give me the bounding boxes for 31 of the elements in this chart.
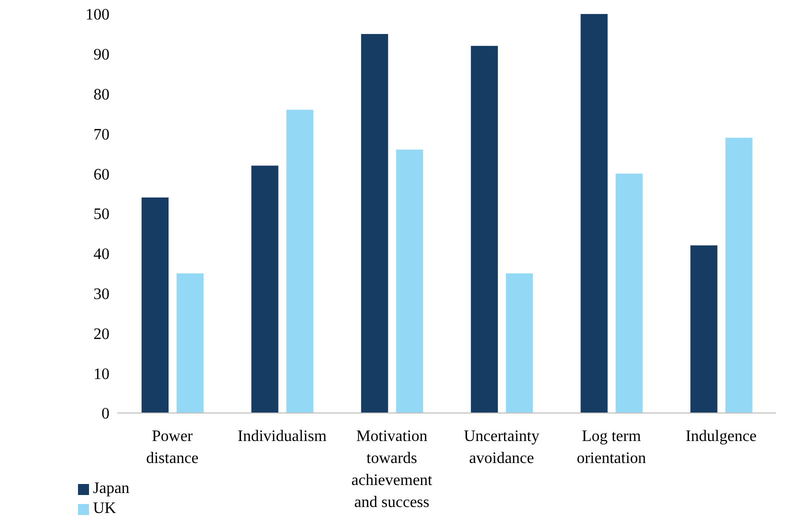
bar <box>725 138 752 413</box>
bar <box>396 150 424 413</box>
x-tick-label: Motivation towards achievement and success <box>351 428 433 511</box>
y-tick-label: 20 <box>93 326 110 343</box>
bar <box>690 245 718 413</box>
legend-label: Japan <box>93 480 130 497</box>
bar <box>176 273 204 413</box>
bar <box>286 110 314 413</box>
bar <box>470 46 498 413</box>
legend-label: UK <box>93 500 116 517</box>
bar <box>251 166 278 413</box>
x-tick-label: Log term orientation <box>576 428 646 467</box>
y-tick-label: 80 <box>93 86 110 104</box>
bar <box>616 174 643 413</box>
y-tick-label: 100 <box>85 6 110 24</box>
x-tick-label: Indulgence <box>686 428 757 445</box>
y-tick-label: 10 <box>93 366 110 383</box>
y-tick-label: 0 <box>101 406 110 423</box>
bar <box>142 198 169 413</box>
y-tick-label: 30 <box>93 286 110 303</box>
y-tick-label: 60 <box>93 166 110 184</box>
y-tick-label: 70 <box>93 126 110 144</box>
x-tick-label: Uncertainty avoidance <box>464 428 540 467</box>
x-tick-label: Power distance <box>146 428 199 467</box>
y-tick-label: 90 <box>93 46 110 64</box>
y-tick-label: 50 <box>93 206 110 224</box>
bar <box>506 273 533 413</box>
x-tick-label: Individualism <box>238 428 328 445</box>
bar <box>361 34 388 413</box>
y-tick-label: 40 <box>93 246 110 264</box>
bar <box>580 14 608 413</box>
